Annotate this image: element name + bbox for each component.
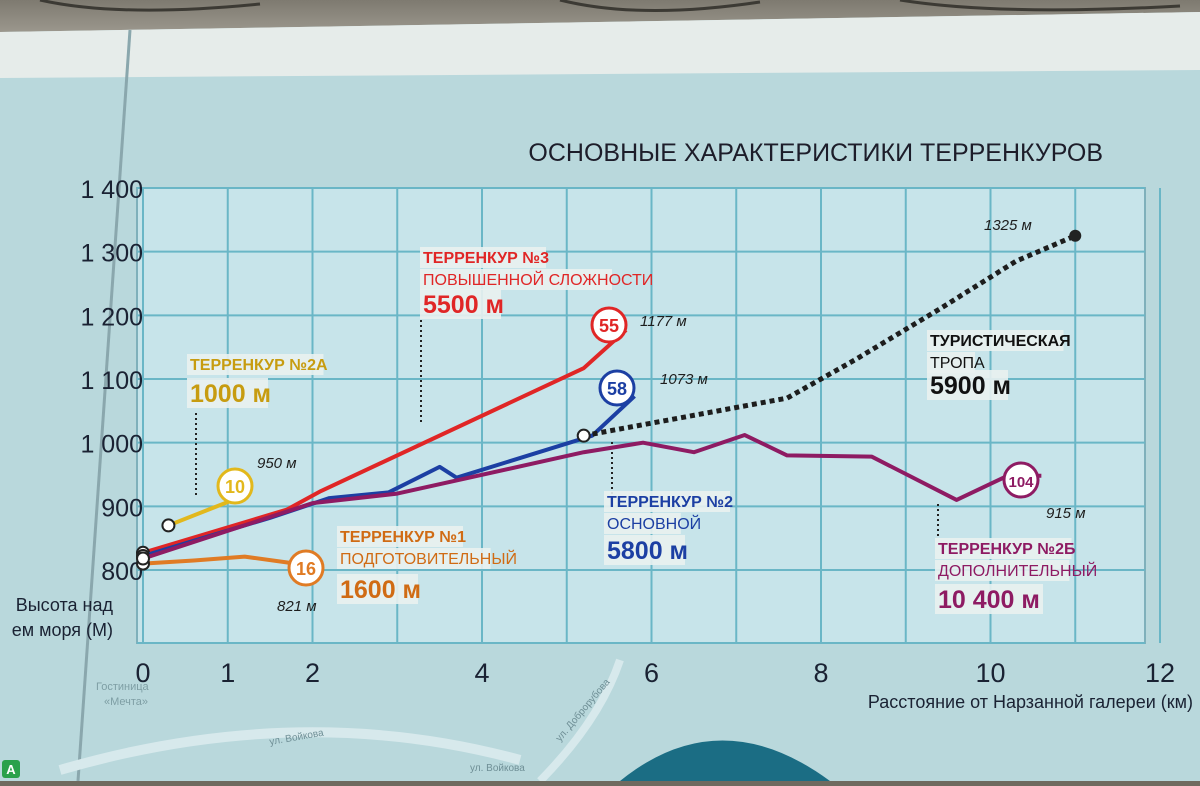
- label-backing: [337, 548, 491, 569]
- x-tick-label: 6: [644, 658, 659, 688]
- route-marker-number: 104: [1008, 474, 1034, 491]
- end-altitude-label: 1325 м: [984, 217, 1032, 234]
- x-tick-label: 0: [135, 658, 150, 688]
- label-backing: [604, 513, 681, 534]
- route-marker-number: 10: [225, 477, 245, 497]
- y-axis-label: Высота над: [16, 595, 114, 615]
- map-road: [58, 727, 522, 775]
- series-length: 5900 м: [930, 372, 1011, 400]
- map-road: [537, 658, 624, 784]
- label-backing: [420, 247, 546, 268]
- route-start-point: [161, 518, 176, 533]
- label-backing: [935, 538, 1072, 559]
- y-tick-label: 1 200: [80, 303, 143, 331]
- series-length: 1000 м: [190, 380, 271, 408]
- series-name: ТЕРРЕНКУР №2Б: [938, 541, 1075, 558]
- street-label: ул. Войкова: [470, 763, 525, 774]
- board-seam: [76, 29, 132, 782]
- building-label: «Мечта»: [104, 696, 148, 708]
- series-line: [142, 328, 628, 555]
- y-tick-label: 1 400: [80, 176, 143, 204]
- series-line: [167, 496, 237, 528]
- series-line: [142, 554, 296, 566]
- tree-branches: [39, 0, 1181, 13]
- series-name: ТРОПА: [930, 355, 985, 372]
- route-end-marker: [287, 549, 325, 587]
- label-backing: [337, 526, 463, 547]
- y-axis-label: ем моря (М): [12, 620, 113, 640]
- y-tick-label: 1 000: [80, 431, 143, 459]
- series-labels: 821 м ТЕРРЕНКУР №1 ПОДГОТОВИТЕЛЬНЫЙ 1600 м 9…: [187, 217, 1097, 615]
- label-backing: [337, 574, 418, 604]
- building-label: Гостиница: [96, 681, 150, 693]
- series-length: 10 400 м: [938, 586, 1040, 614]
- end-altitude-label: 950 м: [257, 455, 296, 472]
- label-backing: [420, 269, 612, 290]
- end-altitude-label: 915 м: [1046, 505, 1085, 522]
- label-backing: [420, 289, 501, 319]
- end-altitude-label: 1177 м: [640, 313, 687, 330]
- series-name: ДОПОЛНИТЕЛЬНЫЙ: [938, 561, 1097, 580]
- end-altitude-label: 821 м: [277, 598, 316, 615]
- chart-title: ОСНОВНЫЕ ХАРАКТЕРИСТИКИ ТЕРРЕНКУРОВ: [528, 139, 1103, 167]
- y-tick-label: 900: [101, 494, 143, 522]
- series-line: [142, 433, 1042, 561]
- series-name: ТЕРРЕНКУР №1: [340, 529, 466, 546]
- series-length: 1600 м: [340, 576, 421, 604]
- series-name: ТЕРРЕНКУР №3: [423, 250, 549, 267]
- x-tick-label: 8: [813, 658, 828, 688]
- series-length: 5800 м: [607, 537, 688, 565]
- label-backing: [187, 354, 324, 375]
- route-end-marker: [590, 306, 628, 344]
- series-name: ТУРИСТИЧЕСКАЯ: [930, 333, 1071, 350]
- map-circle-feature: [620, 740, 830, 781]
- end-altitude-label: 1073 м: [660, 371, 708, 388]
- label-backing: [927, 352, 975, 373]
- label-backing: [935, 584, 1043, 614]
- label-backing: [927, 330, 1064, 351]
- series-name: ОСНОВНОЙ: [607, 514, 701, 533]
- label-backing: [935, 560, 1070, 581]
- route-marker-number: 16: [296, 559, 316, 579]
- route-end-point: [1069, 229, 1082, 242]
- map-fragment: ул. Войкова ул. Войкова ул. Доброрубова …: [2, 658, 830, 784]
- y-tick-label: 1 100: [80, 367, 143, 395]
- x-axis-label: Расстояние от Нарзанной галереи (км): [868, 692, 1193, 712]
- series-line: [583, 233, 1077, 439]
- y-tick-label: 800: [101, 558, 143, 586]
- label-backing: [604, 535, 685, 565]
- y-tick-label: 1 300: [80, 240, 143, 268]
- route-end-marker: [1002, 461, 1040, 499]
- x-tick-label: 12: [1145, 658, 1175, 688]
- series-name: ПОДГОТОВИТЕЛЬНЫЙ: [340, 549, 517, 568]
- route-end-marker: [598, 369, 636, 407]
- chart-series: 16 10 55 58 104: [136, 229, 1082, 587]
- series-length: 5500 м: [423, 291, 504, 319]
- route-start-point: [576, 428, 591, 443]
- sign-badge: [2, 760, 20, 778]
- sign-badge-label: А: [6, 762, 16, 777]
- label-backing: [927, 370, 1008, 400]
- route-marker-number: 58: [607, 379, 627, 399]
- series-name: ТЕРРЕНКУР №2: [607, 494, 733, 511]
- route-end-marker: [216, 467, 254, 505]
- label-guides: [195, 320, 939, 538]
- route-start-point: [136, 551, 150, 566]
- label-backing: [187, 378, 268, 408]
- series-name: ПОВЫШЕННОЙ СЛОЖНОСТИ: [423, 270, 653, 289]
- x-tick-label: 10: [975, 658, 1005, 688]
- label-backing: [604, 491, 730, 512]
- route-marker-number: 55: [599, 316, 619, 336]
- series-name: ТЕРРЕНКУР №2А: [190, 357, 328, 374]
- x-tick-label: 2: [305, 658, 320, 688]
- x-tick-label: 1: [220, 658, 235, 688]
- x-tick-label: 4: [474, 658, 489, 688]
- board-top-band: [0, 12, 1200, 78]
